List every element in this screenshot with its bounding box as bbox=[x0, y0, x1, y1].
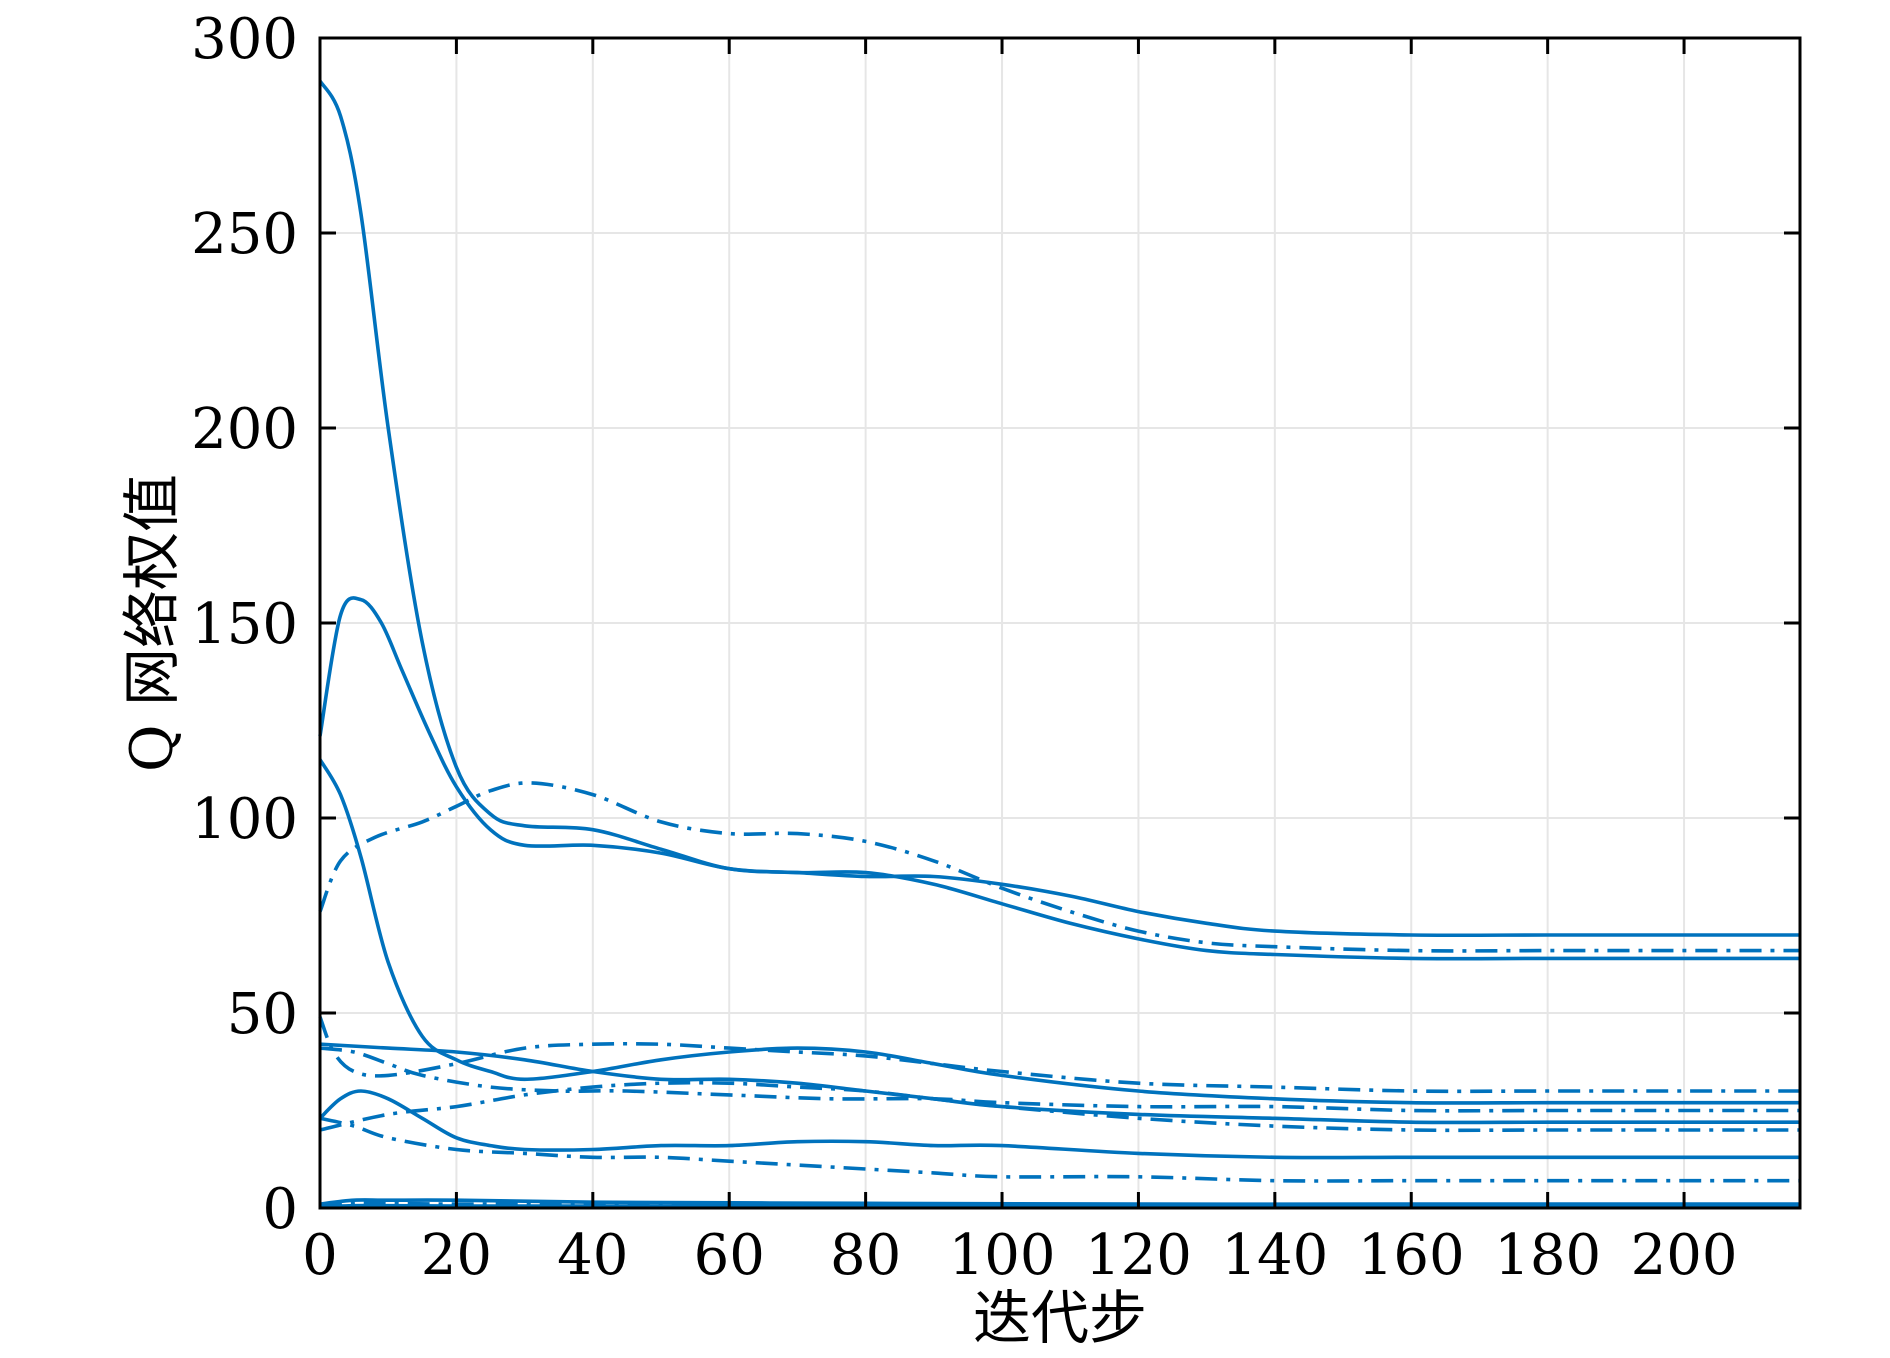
series-line-1 bbox=[318, 79, 1800, 938]
x-tick-label: 20 bbox=[421, 1223, 492, 1288]
series-line-8 bbox=[318, 1089, 1800, 1160]
x-tick-label: 100 bbox=[949, 1223, 1056, 1288]
y-tick-label: 100 bbox=[191, 787, 298, 852]
x-tick-label: 80 bbox=[830, 1223, 901, 1288]
x-tick-label: 140 bbox=[1221, 1223, 1328, 1288]
y-axis-title: Q 网络权值 bbox=[118, 474, 186, 772]
series-line-7 bbox=[319, 1046, 1800, 1113]
series-line-9 bbox=[319, 1080, 1800, 1133]
y-tick-label: 0 bbox=[262, 1177, 298, 1242]
x-tick-label: 200 bbox=[1631, 1223, 1738, 1288]
y-tick-label: 250 bbox=[191, 202, 298, 267]
data-series-group bbox=[318, 79, 1800, 1210]
x-tick-label: 0 bbox=[302, 1223, 338, 1288]
x-tick-label: 40 bbox=[557, 1223, 628, 1288]
series-line-2 bbox=[318, 596, 1800, 961]
series-line-4 bbox=[318, 758, 1800, 1105]
tick-marks bbox=[318, 36, 1800, 1210]
x-tick-labels: 0 20 40 60 80 100 120 140 160 180 200 bbox=[302, 1223, 1737, 1288]
x-tick-label: 160 bbox=[1358, 1223, 1465, 1288]
y-tick-label: 50 bbox=[227, 982, 298, 1047]
x-tick-label: 180 bbox=[1494, 1223, 1601, 1288]
series-line-3 bbox=[318, 781, 1800, 953]
x-axis-title: 迭代步 bbox=[973, 1284, 1147, 1352]
series-line-10 bbox=[319, 1116, 1800, 1183]
y-tick-label: 200 bbox=[191, 397, 298, 462]
y-tick-label: 300 bbox=[191, 7, 298, 72]
y-tick-labels: 0 50 100 150 200 250 300 bbox=[191, 7, 298, 1242]
x-tick-label: 120 bbox=[1085, 1223, 1192, 1288]
series-line-6 bbox=[318, 1016, 1800, 1094]
x-tick-label: 60 bbox=[694, 1223, 765, 1288]
grid-lines bbox=[319, 37, 1800, 1209]
y-tick-label: 150 bbox=[191, 592, 298, 657]
